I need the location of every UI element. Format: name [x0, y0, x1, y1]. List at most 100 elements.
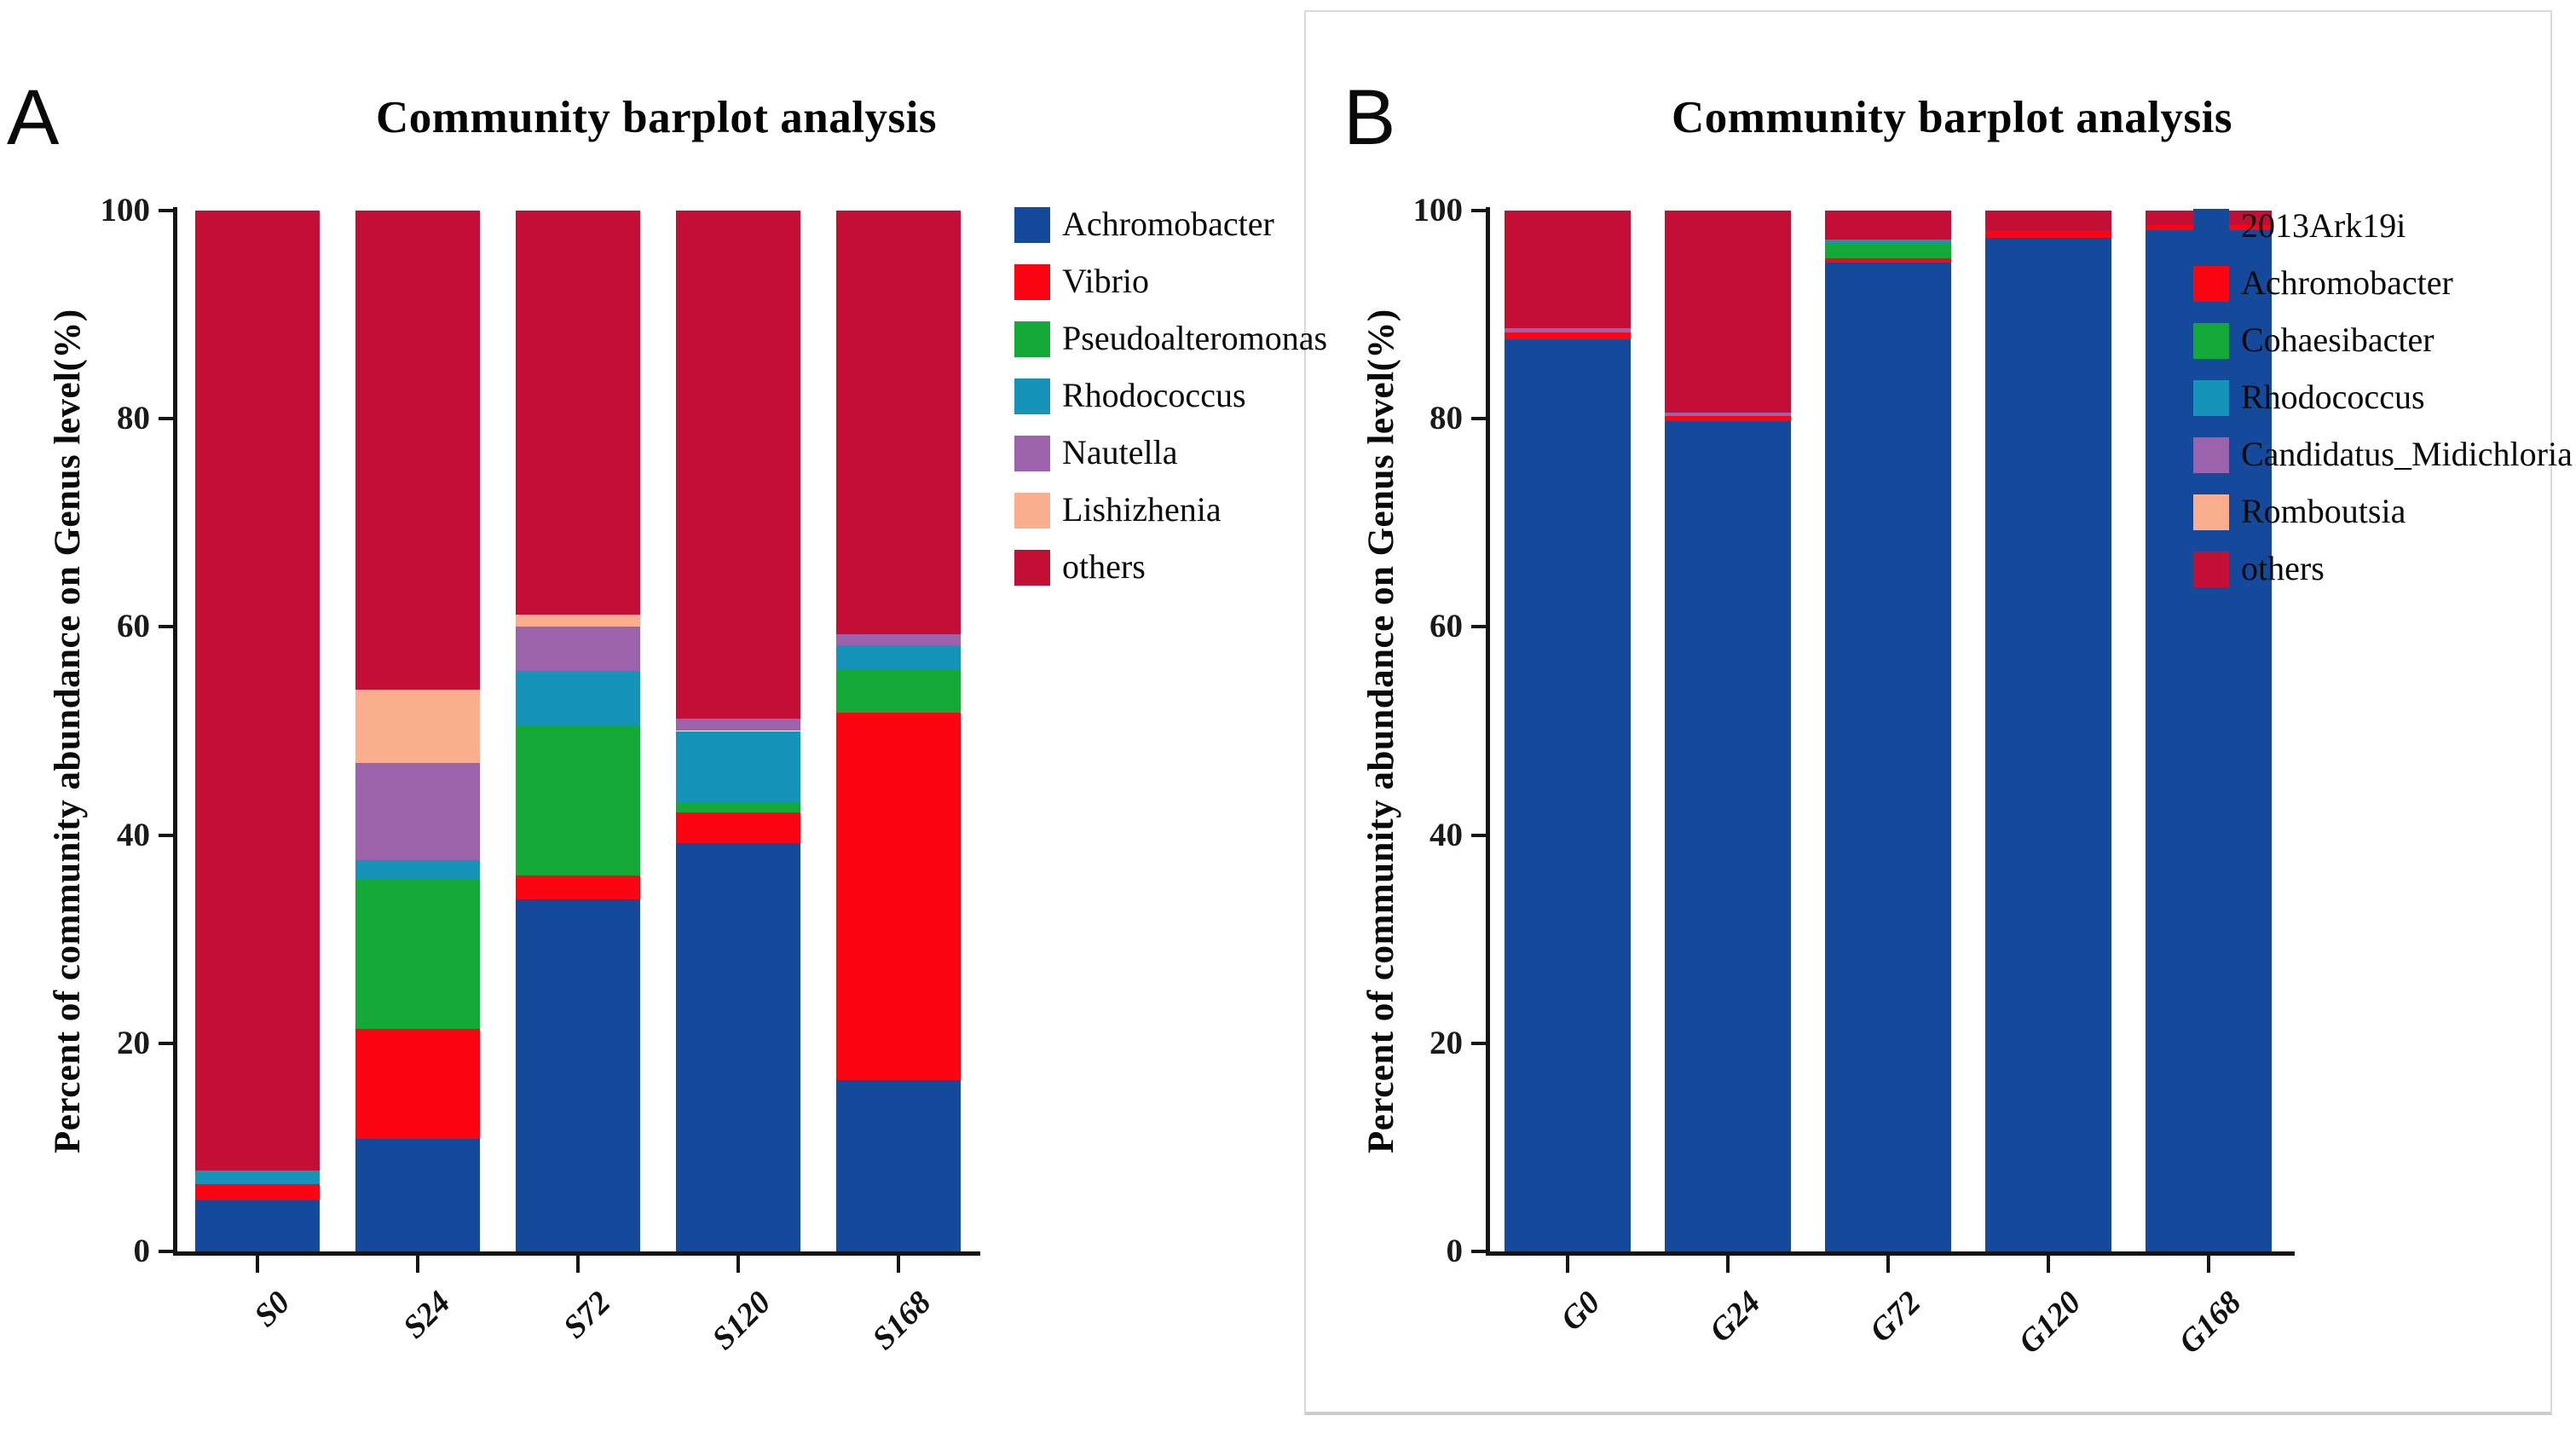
y-axis-line-b [1486, 207, 1490, 1255]
y-tick-a-80 [159, 417, 173, 421]
x-tick-G120 [2047, 1256, 2050, 1273]
panel-b-ylabel: Percent of community abundance on Genus … [1361, 309, 1401, 1153]
bar-segment-S0-Vibrio [195, 1183, 320, 1201]
bar-segment-G24-Candidatus_Midichloria [1665, 412, 1791, 416]
legend-swatch-b-Romboutsia [2193, 494, 2229, 530]
y-tick-b-0 [1471, 1250, 1486, 1253]
legend-swatch-a-Lishizhenia [1014, 493, 1050, 529]
legend-swatch-a-Vibrio [1014, 264, 1050, 300]
bar-segment-S24-Pseudoalteromonas [355, 880, 480, 1029]
y-tick-b-40 [1471, 833, 1486, 837]
bar-segment-S0-others [195, 211, 320, 1170]
y-tick-label-a-20: 20 [117, 1024, 150, 1061]
bar-segment-S24-others [355, 211, 480, 690]
legend-swatch-b-2013Ark19i [2193, 209, 2229, 245]
x-tick-label-S24: S24 [396, 1284, 458, 1346]
bar-segment-S120-Rhodococcus [676, 731, 800, 802]
x-tick-S168 [897, 1256, 900, 1273]
x-tick-S24 [416, 1256, 419, 1273]
x-tick-G72 [1886, 1256, 1890, 1273]
bar-segment-S120-others [676, 211, 800, 719]
panel-a-ylabel: Percent of community abundance on Genus … [48, 309, 88, 1153]
legend-label-a-Vibrio: Vibrio [1062, 262, 1150, 300]
x-axis-line-a [173, 1251, 980, 1256]
legend-swatch-a-others [1014, 550, 1050, 586]
y-tick-label-a-40: 40 [117, 816, 150, 853]
bar-segment-S24-Vibrio [355, 1028, 480, 1140]
x-tick-S72 [576, 1256, 580, 1273]
bar-segment-G0-Candidatus_Midichloria [1505, 327, 1631, 332]
legend-label-a-Rhodococcus: Rhodococcus [1062, 376, 1246, 414]
bar-segment-S72-Lishizhenia [516, 614, 640, 627]
y-axis-line-a [173, 207, 177, 1255]
bar-segment-S168-Rhodococcus [836, 645, 961, 670]
panel-b-title: Community barplot analysis [1672, 93, 2232, 142]
legend-swatch-b-Achromobacter [2193, 266, 2229, 302]
bar-segment-S24-Nautella [355, 763, 480, 860]
legend-swatch-a-Pseudoalteromonas [1014, 321, 1050, 357]
bar-segment-S0-Achromobacter [195, 1200, 320, 1251]
bar-segment-S168-Nautella [836, 633, 961, 646]
legend-label-b-Candidatus_Midichloria: Candidatus_Midichloria [2241, 435, 2573, 473]
bar-segment-G24-Achromobacter [1665, 415, 1791, 421]
panel-a-letter: A [7, 74, 60, 161]
y-tick-b-20 [1471, 1041, 1486, 1045]
bar-segment-S24-Achromobacter [355, 1139, 480, 1251]
bar-segment-S0-Rhodococcus [195, 1170, 320, 1184]
legend-label-b-Rhodococcus: Rhodococcus [2241, 378, 2425, 416]
y-tick-b-100 [1471, 209, 1486, 212]
y-tick-label-b-60: 60 [1430, 608, 1463, 645]
panel-a-title: Community barplot analysis [376, 93, 937, 142]
bar-segment-G0-others [1505, 211, 1631, 328]
bar-segment-S168-others [836, 211, 961, 634]
bar-segment-S72-Achromobacter [516, 899, 640, 1251]
bar-segment-S120-Vibrio [676, 812, 800, 844]
y-tick-label-a-100: 100 [100, 192, 151, 228]
bar-segment-G24-2013Ark19i [1665, 420, 1791, 1251]
bar-segment-S72-Vibrio [516, 875, 640, 900]
bar-segment-S72-Pseudoalteromonas [516, 725, 640, 876]
x-tick-G24 [1726, 1256, 1730, 1273]
bar-segment-G72-Achromobacter [1825, 258, 1951, 263]
legend-label-a-Achromobacter: Achromobacter [1062, 205, 1274, 243]
legend-label-b-Achromobacter: Achromobacter [2241, 263, 2453, 302]
y-tick-label-a-0: 0 [133, 1233, 151, 1269]
x-tick-S120 [736, 1256, 740, 1273]
bar-segment-S120-Achromobacter [676, 843, 800, 1251]
bar-segment-G24-others [1665, 211, 1791, 413]
bar-segment-G72-Rhodococcus [1825, 240, 1951, 243]
legend-swatch-a-Nautella [1014, 436, 1050, 471]
x-tick-label-S0: S0 [247, 1284, 297, 1334]
y-tick-a-20 [159, 1041, 173, 1045]
bar-segment-S168-Achromobacter [836, 1079, 961, 1251]
y-tick-a-60 [159, 625, 173, 629]
legend-label-b-others: others [2241, 549, 2325, 587]
y-tick-b-80 [1471, 417, 1486, 421]
x-tick-label-S168: S168 [865, 1284, 939, 1357]
x-axis-line-b [1486, 1251, 2295, 1256]
x-tick-G168 [2207, 1256, 2210, 1273]
bar-segment-S24-Rhodococcus [355, 859, 480, 881]
bar-segment-G120-2013Ark19i [1985, 237, 2111, 1251]
bar-segment-G72-Cohaesibacter [1825, 242, 1951, 259]
bar-segment-G0-Achromobacter [1505, 332, 1631, 340]
legend-label-b-Cohaesibacter: Cohaesibacter [2241, 321, 2434, 359]
bar-segment-S120-Pseudoalteromonas [676, 801, 800, 812]
legend-label-b-2013Ark19i: 2013Ark19i [2241, 206, 2406, 245]
y-tick-label-a-80: 80 [117, 400, 150, 437]
x-tick-label-S72: S72 [556, 1284, 618, 1346]
y-tick-b-60 [1471, 625, 1486, 629]
y-tick-a-40 [159, 833, 173, 837]
bar-segment-G120-others [1985, 211, 2111, 232]
x-tick-label-S120: S120 [705, 1284, 778, 1357]
legend-label-a-Nautella: Nautella [1062, 433, 1178, 471]
y-tick-a-100 [159, 209, 173, 212]
x-tick-S0 [256, 1256, 259, 1273]
legend-swatch-a-Achromobacter [1014, 207, 1050, 243]
y-tick-label-b-20: 20 [1430, 1024, 1463, 1061]
bar-segment-G72-2013Ark19i [1825, 263, 1951, 1251]
bar-segment-G0-2013Ark19i [1505, 339, 1631, 1251]
y-tick-label-a-60: 60 [117, 608, 150, 645]
bar-segment-S72-Nautella [516, 627, 640, 671]
